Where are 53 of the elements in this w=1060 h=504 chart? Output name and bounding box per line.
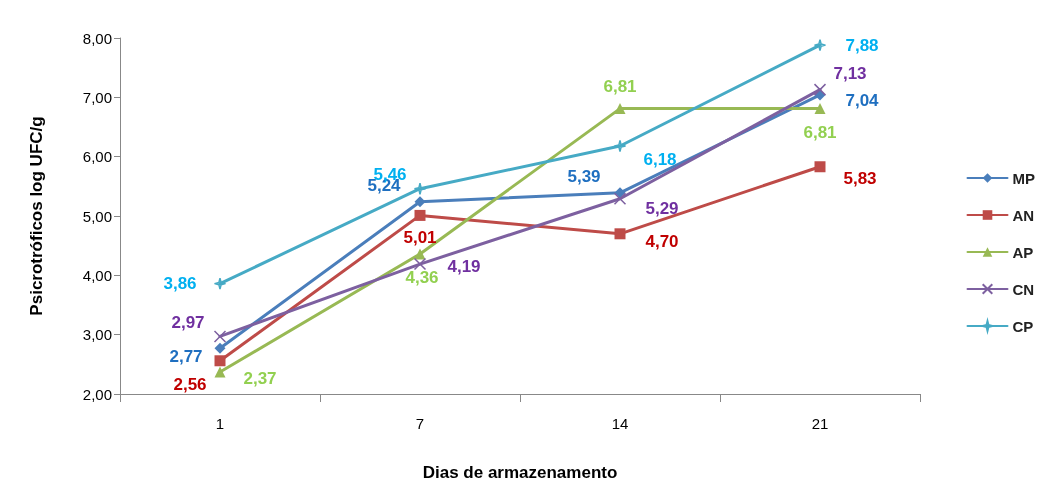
point — [214, 366, 226, 378]
data-label: 7,88 — [845, 35, 879, 55]
point — [414, 209, 426, 221]
y-tick-label: 3,00 — [82, 326, 112, 344]
data-label: 5,29 — [645, 199, 679, 219]
data-label: 3,86 — [163, 274, 197, 294]
data-label: 6,81 — [803, 123, 837, 143]
y-tick-label: 7,00 — [82, 88, 112, 106]
data-label: 7,13 — [833, 64, 867, 84]
point — [613, 192, 627, 206]
data-label: 5,39 — [567, 167, 601, 187]
point — [814, 103, 826, 115]
legend-label: CP — [1012, 317, 1034, 335]
point — [813, 38, 827, 52]
y-axis-title: Psicrotróficos log UFC/g — [27, 116, 46, 316]
x-axis-title: Dias de armazenamento — [422, 463, 618, 482]
data-label: 5,01 — [403, 227, 437, 247]
point — [813, 83, 827, 96]
point — [213, 277, 227, 290]
point — [213, 330, 227, 343]
data-label: 2,77 — [169, 346, 203, 366]
point — [214, 342, 226, 354]
legend-label: AP — [1012, 243, 1034, 261]
legend-label: AN — [1012, 206, 1035, 224]
y-tick-label: 2,00 — [82, 385, 112, 403]
y-tick-label: 5,00 — [82, 207, 112, 225]
data-label: 4,70 — [645, 232, 679, 252]
point — [414, 248, 426, 260]
data-label: 2,56 — [173, 375, 207, 395]
x-tick-label: 7 — [415, 415, 425, 432]
data-label: 6,18 — [643, 150, 677, 170]
point — [814, 161, 826, 173]
data-label: 6,81 — [603, 77, 637, 97]
point — [614, 228, 626, 240]
point — [214, 355, 226, 367]
data-label: 4,36 — [405, 268, 439, 288]
legend-label: MP — [1012, 169, 1035, 187]
x-tick-label: 1 — [215, 415, 225, 432]
x-tick-label: 21 — [811, 415, 829, 432]
data-label: 2,97 — [171, 312, 205, 332]
data-label: 2,37 — [243, 368, 277, 388]
data-label: 4,19 — [447, 256, 481, 276]
y-tick-label: 6,00 — [82, 148, 112, 166]
point — [614, 103, 626, 115]
legend-label: CN — [1012, 280, 1035, 298]
point — [413, 182, 427, 195]
x-tick-label: 14 — [611, 415, 629, 432]
point — [613, 139, 627, 153]
data-label: 7,04 — [845, 91, 880, 111]
data-label: 5,83 — [843, 169, 877, 189]
y-tick-label: 4,00 — [82, 266, 112, 284]
y-tick-label: 8,00 — [82, 29, 112, 47]
point — [413, 257, 427, 271]
